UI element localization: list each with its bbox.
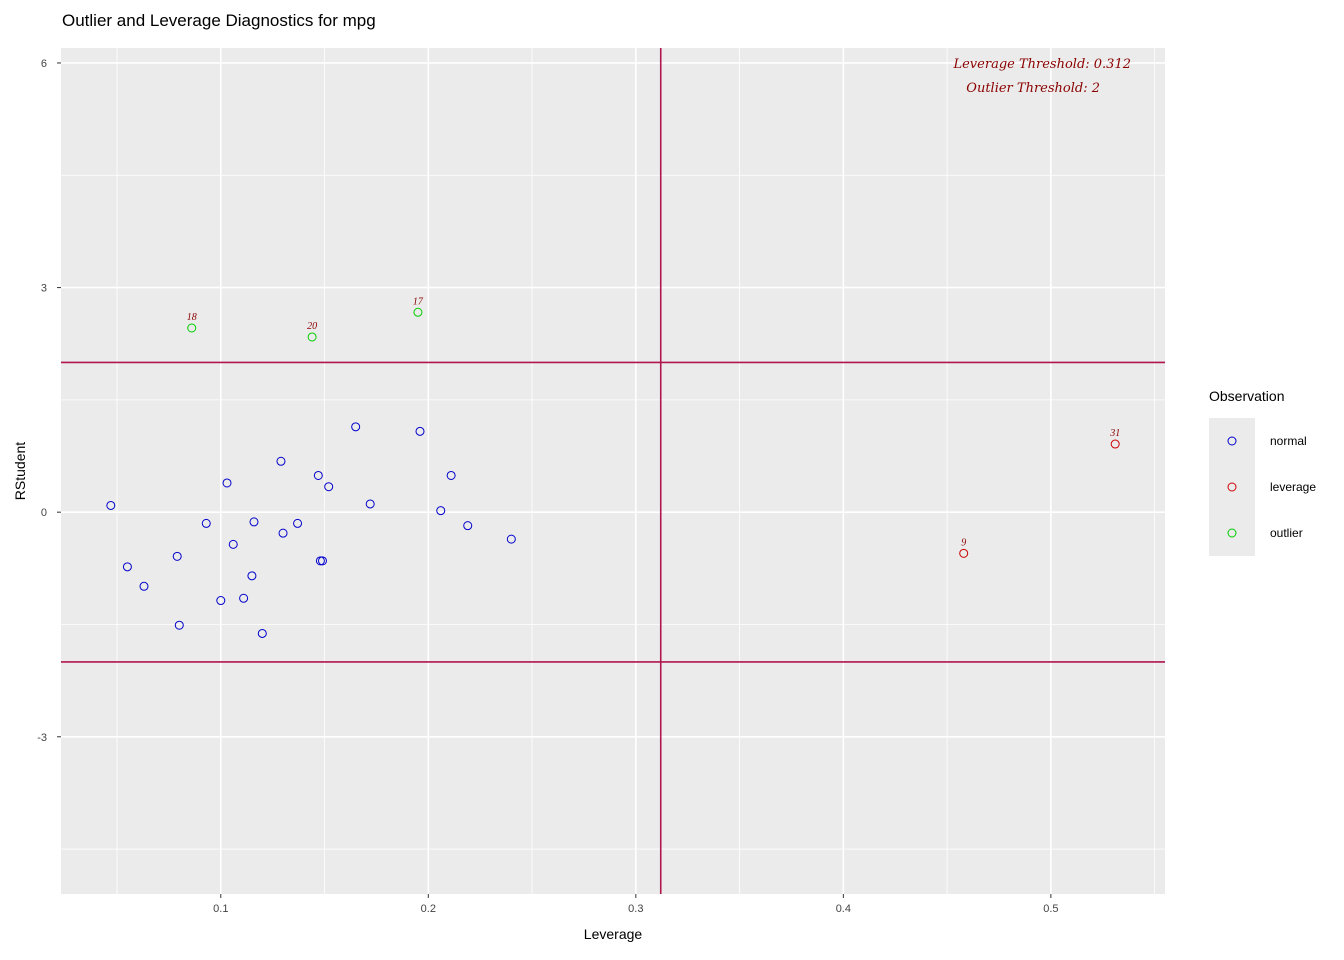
data-points xyxy=(106,307,1120,638)
y-tick-label: 0 xyxy=(41,507,47,519)
data-point-normal xyxy=(247,571,257,581)
data-point-leverage xyxy=(959,548,969,558)
leverage-threshold-annotation: Leverage Threshold: 0.312 xyxy=(952,57,1131,72)
x-tick-label: 0.3 xyxy=(628,903,643,915)
threshold-lines xyxy=(61,48,1165,894)
data-point-normal xyxy=(239,593,249,603)
data-point-normal xyxy=(139,581,149,591)
data-point-normal xyxy=(249,517,259,527)
data-point-normal xyxy=(228,539,238,549)
y-tick-label: 3 xyxy=(41,283,47,295)
legend-label-normal: normal xyxy=(1270,434,1307,448)
data-point-normal xyxy=(315,556,325,566)
y-tick-label: -3 xyxy=(37,732,47,744)
x-tick-label: 0.5 xyxy=(1043,903,1058,915)
chart-title: Outlier and Leverage Diagnostics for mpg xyxy=(62,11,376,30)
data-point-normal xyxy=(324,482,334,492)
data-point-normal xyxy=(293,518,303,528)
legend: Observation normal leverage outlier xyxy=(1209,388,1316,556)
data-point-outlier xyxy=(307,332,317,342)
data-point-normal xyxy=(172,551,182,561)
data-point-normal xyxy=(365,499,375,509)
data-point-normal xyxy=(122,562,132,572)
legend-key-normal xyxy=(1227,436,1237,446)
point-label: 31 xyxy=(1109,428,1120,439)
plot-panel xyxy=(61,48,1165,894)
data-point-normal xyxy=(415,426,425,436)
data-point-normal xyxy=(174,620,184,630)
legend-key-outlier xyxy=(1227,528,1237,538)
data-point-normal xyxy=(222,478,232,488)
point-labels: 18 20 17 9 31 xyxy=(187,296,1120,548)
x-tick-label: 0.1 xyxy=(213,903,228,915)
legend-label-leverage: leverage xyxy=(1270,480,1316,494)
data-point-normal xyxy=(436,506,446,516)
y-axis-title: RStudent xyxy=(12,442,28,500)
point-label: 18 xyxy=(187,312,197,323)
x-axis-ticks: 0.1 0.2 0.3 0.4 0.5 xyxy=(213,894,1059,915)
legend-title: Observation xyxy=(1209,388,1284,404)
legend-key-background xyxy=(1209,418,1255,556)
outlier-threshold-annotation: Outlier Threshold: 2 xyxy=(966,81,1100,96)
legend-label-outlier: outlier xyxy=(1270,526,1303,540)
data-point-outlier xyxy=(187,323,197,333)
point-label: 17 xyxy=(413,296,424,307)
grid-minor xyxy=(61,48,1165,894)
data-point-leverage xyxy=(1110,439,1120,449)
data-point-normal xyxy=(278,528,288,538)
x-tick-label: 0.4 xyxy=(836,903,851,915)
data-point-normal xyxy=(106,500,116,510)
grid-major xyxy=(61,48,1165,894)
point-label: 9 xyxy=(961,537,966,548)
data-point-normal xyxy=(463,521,473,531)
data-point-normal xyxy=(201,518,211,528)
data-point-normal xyxy=(506,534,516,544)
data-point-normal xyxy=(446,470,456,480)
data-point-normal xyxy=(216,596,226,606)
data-point-normal xyxy=(317,556,327,566)
y-axis-ticks: -3 0 3 6 xyxy=(37,58,61,744)
y-tick-label: 6 xyxy=(41,58,47,70)
data-point-outlier xyxy=(413,307,423,317)
x-tick-label: 0.2 xyxy=(421,903,436,915)
legend-key-leverage xyxy=(1227,482,1237,492)
data-point-normal xyxy=(351,422,361,432)
point-label: 20 xyxy=(307,321,317,332)
data-point-normal xyxy=(276,456,286,466)
x-axis-title: Leverage xyxy=(584,926,643,942)
data-point-normal xyxy=(257,628,267,638)
data-point-normal xyxy=(313,470,323,480)
